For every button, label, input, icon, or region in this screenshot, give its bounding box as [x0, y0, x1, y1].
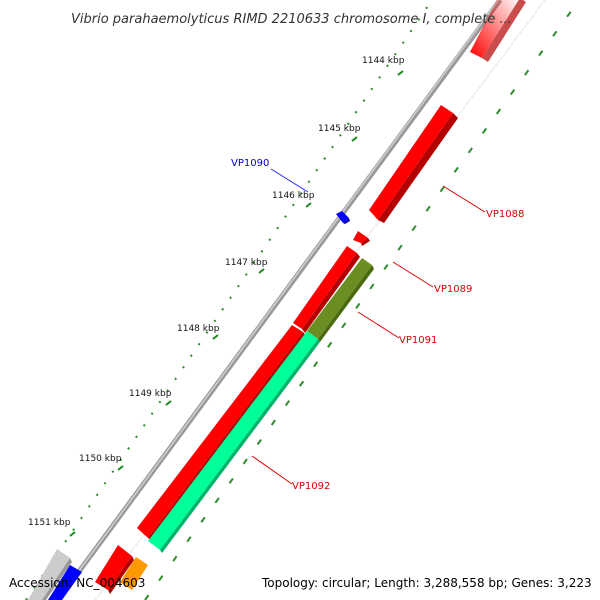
scale-label: 1150 kbp — [79, 454, 122, 464]
gene-red-partial-bottom-edge — [108, 556, 134, 594]
scale-tick — [212, 334, 219, 340]
gene-partial-top[interactable] — [470, 0, 520, 58]
scale-tick — [397, 70, 404, 76]
inner-track-line — [144, 0, 581, 600]
gene-grey-partial[interactable] — [28, 549, 70, 600]
gene-orange-partial[interactable] — [120, 557, 148, 590]
scale-label: 1151 kbp — [28, 518, 71, 528]
map-title: Vibrio parahaemolyticus RIMD 2210633 chr… — [71, 12, 512, 27]
scale-tick — [258, 268, 265, 274]
vp1091-leader-line — [357, 311, 400, 339]
gene-grey-partial-edge — [42, 558, 72, 600]
vp1089-leader-line — [392, 261, 434, 288]
vp1090-leader-line — [270, 168, 309, 193]
scale-tick — [351, 136, 358, 142]
gene-label-VP1091[interactable]: VP1091 — [399, 335, 437, 346]
gene-VP1092[interactable] — [148, 331, 320, 553]
scale-label: 1146 kbp — [272, 191, 315, 201]
gene-partial-top-edge — [482, 0, 526, 62]
gene-label-VP1092[interactable]: VP1092 — [292, 481, 330, 492]
scale-tick — [165, 400, 172, 406]
accession-text: Accession: NC_004603 — [9, 576, 145, 590]
gene-red-partial-bottom[interactable] — [95, 545, 132, 590]
gene-VP1089[interactable] — [353, 231, 370, 246]
gene-label-VP1090[interactable]: VP1090 — [231, 158, 269, 169]
scale-tick — [69, 531, 76, 537]
backbone-highlight — [58, 0, 500, 599]
scale-dotted-line — [25, 0, 433, 600]
scale-ticks — [69, 70, 404, 537]
scale-label: 1148 kbp — [177, 324, 220, 334]
gene-VP1091[interactable] — [307, 258, 374, 342]
gene-VP1088[interactable] — [369, 105, 458, 223]
gene-red-long-upper[interactable] — [293, 246, 360, 333]
vp1092-leader-line — [251, 455, 293, 485]
scale-label: 1145 kbp — [318, 124, 361, 134]
scale-tick — [305, 202, 312, 208]
scale-label: 1147 kbp — [225, 258, 268, 268]
topology-text: Topology: circular; Length: 3,288,558 bp… — [261, 576, 592, 590]
gene-blue-partial[interactable] — [48, 565, 82, 600]
gene-VP1090[interactable] — [336, 211, 350, 224]
vp1088-leader-line — [442, 185, 486, 213]
gene-label-VP1089[interactable]: VP1089 — [434, 284, 472, 295]
gene-label-VP1088[interactable]: VP1088 — [486, 209, 524, 220]
scale-tick — [117, 465, 124, 471]
gene-red-long-lower[interactable] — [137, 325, 307, 541]
scale-labels: 1144 kbp 1145 kbp 1146 kbp 1147 kbp 1148… — [28, 56, 405, 528]
scale-label: 1149 kbp — [129, 389, 172, 399]
scale-label: 1144 kbp — [362, 56, 405, 66]
